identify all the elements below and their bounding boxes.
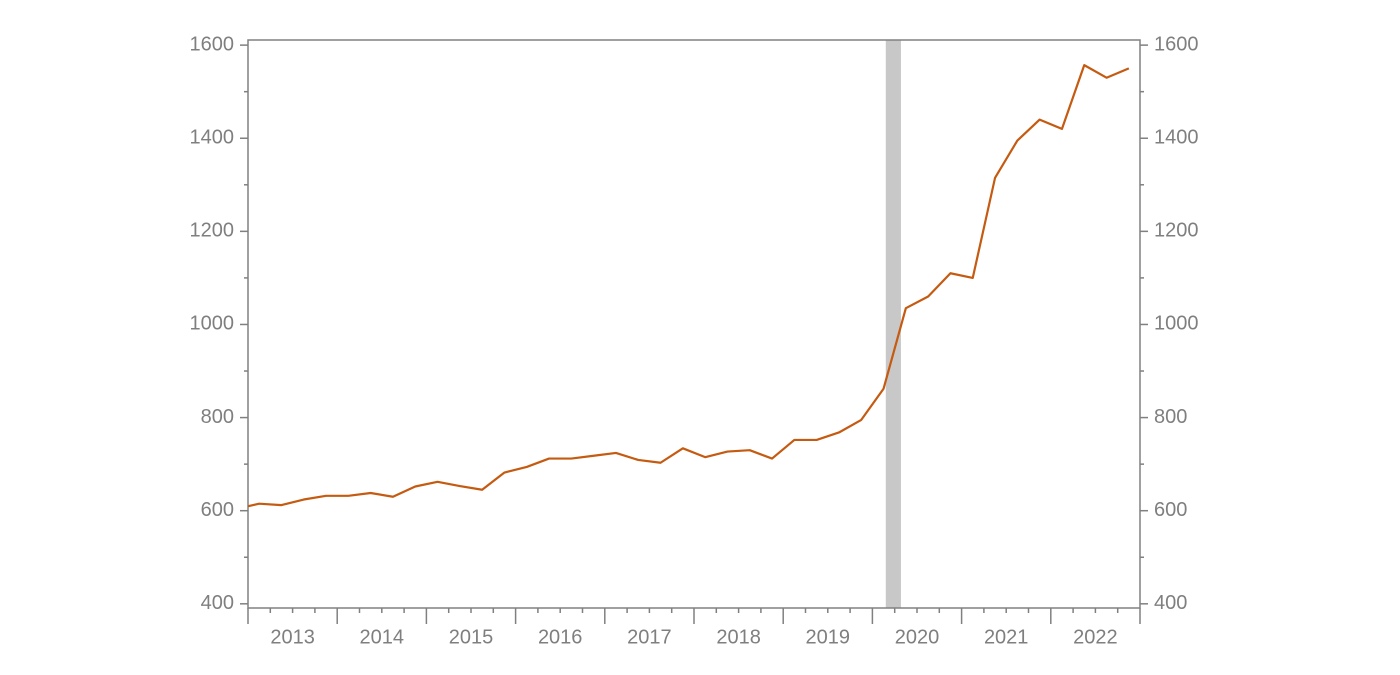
y-tick-label: 1200 [190,220,235,242]
y2-tick-label: 1000 [1154,313,1199,335]
x-tick-label: 2021 [984,626,1029,648]
y2-tick-label: 600 [1154,499,1187,521]
y2-tick-label: 800 [1154,406,1187,428]
y2-tick-label: 1400 [1154,127,1199,149]
y-tick-label: 400 [201,592,234,614]
x-tick-label: 2018 [716,626,761,648]
plot-frame [247,39,1141,609]
y-tick-label: 600 [201,499,234,521]
data-line [248,64,1130,508]
x-tick-label: 2013 [270,626,315,648]
y2-tick-label: 400 [1154,592,1187,614]
x-tick-label: 2017 [627,626,672,648]
y2-tick-label: 1200 [1154,220,1199,242]
y-tick-label: 1600 [190,33,235,55]
x-tick-label: 2022 [1073,626,1118,648]
x-tick-label: 2015 [449,626,494,648]
x-tick-label: 2016 [538,626,583,648]
recession-band [885,40,901,608]
x-tick-label: 2019 [806,626,851,648]
y-tick-label: 1000 [190,313,235,335]
y-tick-label: 800 [201,406,234,428]
x-tick-label: 2014 [360,626,405,648]
y-tick-label: 1400 [190,127,235,149]
x-tick-label: 2020 [895,626,940,648]
y2-tick-label: 1600 [1154,33,1199,55]
